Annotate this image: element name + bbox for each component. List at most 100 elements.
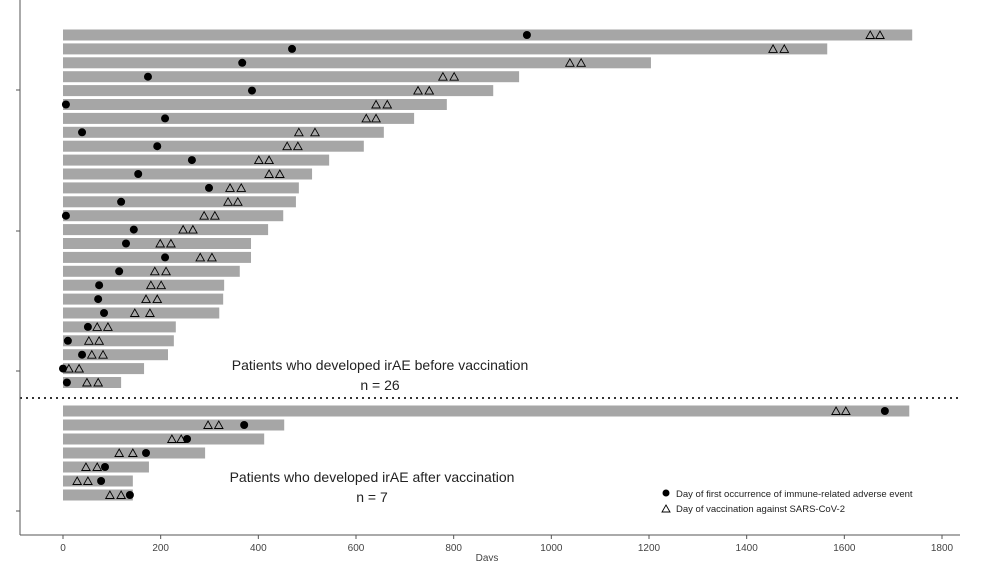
x-tick-label: 1000 [540, 543, 563, 554]
vaccination-triangle-marker [310, 127, 320, 137]
vaccination-triangle-marker [264, 169, 275, 178]
patient-bar [63, 251, 252, 263]
vaccination-triangle-marker [253, 155, 264, 165]
group2-n: n = 7 [356, 489, 388, 505]
irae-dot-marker [129, 225, 138, 234]
irae-dot-marker [161, 114, 170, 123]
legend-circle-icon [662, 489, 670, 497]
vaccination-triangle-marker [165, 238, 176, 248]
vaccination-triangle-marker [102, 321, 113, 331]
x-tick-label: 600 [348, 543, 365, 554]
irae-dot-marker [78, 350, 87, 359]
x-tick-label: 200 [152, 543, 169, 554]
patient-bar [63, 85, 494, 97]
patient-bar [63, 377, 122, 388]
vaccination-triangle-marker [80, 462, 91, 471]
vaccination-triangle-marker [156, 280, 167, 290]
vaccination-triangle-marker [82, 476, 93, 485]
vaccination-triangle-marker [203, 420, 214, 429]
irae-dot-marker [78, 128, 87, 137]
vaccination-triangle-marker [144, 308, 155, 317]
patient-bar [63, 43, 828, 55]
irae-dot-marker [61, 100, 70, 109]
irae-dot-marker [142, 449, 151, 457]
patient-bar [63, 224, 269, 236]
patient-bar [63, 154, 330, 166]
group2-title: Patients who developed irAE after vaccin… [230, 469, 515, 485]
group1-title: Patients who developed irAE before vacci… [232, 357, 529, 373]
patient-bar [63, 279, 225, 291]
vaccination-triangle-marker [264, 155, 275, 165]
vaccination-triangle-marker [576, 57, 587, 67]
patient-bar [63, 238, 252, 249]
x-tick-label: 1200 [638, 543, 661, 554]
irae-dot-marker [97, 477, 106, 485]
y-axis-ticks [16, 89, 20, 512]
irae-dot-marker [121, 239, 130, 248]
vaccination-triangle-marker [92, 462, 103, 471]
patient-bar [63, 126, 384, 138]
patient-bar [63, 99, 447, 110]
vaccination-triangle-marker [865, 30, 876, 39]
vaccination-triangle-marker [223, 196, 234, 206]
irae-dot-marker [83, 322, 92, 331]
vaccination-triangle-marker [371, 99, 381, 109]
irae-dot-marker [153, 142, 162, 151]
vaccination-triangle-marker [213, 420, 224, 429]
patient-bar [63, 419, 285, 431]
vaccination-triangle-marker [104, 490, 115, 499]
irae-dot-marker [94, 295, 103, 304]
vaccination-triangle-marker [371, 113, 381, 123]
irae-dot-marker [880, 407, 889, 415]
patient-bar [63, 447, 206, 459]
irae-dot-marker [187, 156, 196, 165]
irae-dot-marker [288, 44, 297, 53]
patient-bar [63, 71, 520, 83]
irae-dot-marker [161, 253, 170, 262]
vaccination-triangle-marker [155, 238, 166, 248]
patient-bar [63, 363, 145, 375]
patient-bar [63, 405, 910, 417]
vaccination-triangle-marker [206, 252, 217, 262]
irae-dot-marker [240, 421, 249, 429]
patient-bar [63, 196, 296, 208]
vaccination-triangle-marker [361, 113, 372, 123]
patient-bar [63, 335, 174, 347]
vaccination-triangle-marker [195, 252, 206, 262]
vaccination-triangle-marker [127, 448, 138, 457]
x-tick-label: 0 [60, 543, 66, 554]
vaccination-triangle-marker [282, 141, 293, 151]
vaccination-triangle-marker [875, 30, 885, 39]
irae-dot-marker [125, 491, 134, 499]
vaccination-triangle-marker [831, 406, 841, 415]
vaccination-triangle-marker [93, 377, 104, 387]
patient-bar [63, 307, 220, 319]
vaccination-triangle-marker [81, 377, 92, 387]
vaccination-triangle-marker [98, 349, 109, 359]
bars-layer [63, 29, 913, 501]
vaccination-triangle-marker [149, 266, 160, 276]
vaccination-triangle-marker [564, 57, 575, 67]
irae-dot-marker [134, 170, 143, 178]
patient-bar [63, 182, 299, 194]
vaccination-triangle-marker [145, 280, 156, 290]
vaccination-triangle-marker [178, 224, 189, 234]
patient-bar [63, 168, 313, 180]
vaccination-triangle-marker [72, 476, 83, 485]
patient-bar [63, 140, 364, 152]
irae-dot-marker [63, 336, 72, 345]
vaccination-triangle-marker [424, 85, 435, 95]
irae-dot-marker [117, 197, 126, 206]
vaccination-triangle-marker [293, 127, 304, 137]
irae-dot-marker [95, 281, 104, 290]
vaccination-triangle-marker [382, 99, 393, 109]
vaccination-triangle-marker [94, 335, 105, 345]
vaccination-triangle-marker [83, 335, 94, 345]
markers-layer [59, 30, 889, 499]
patient-bar [63, 349, 168, 361]
irae-dot-marker [62, 378, 71, 387]
vaccination-triangle-marker [187, 224, 198, 234]
vaccination-triangle-marker [236, 182, 247, 192]
legend-label-irae: Day of first occurrence of immune-relate… [676, 489, 913, 500]
